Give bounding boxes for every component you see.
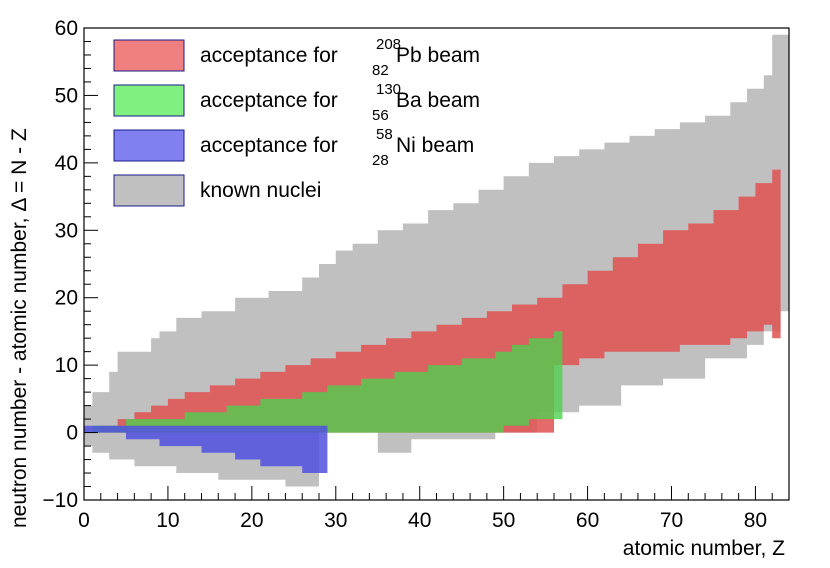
- legend-swatch-0: [113, 39, 185, 72]
- x-tick-label: 20: [240, 509, 263, 532]
- y-tick-label: 40: [55, 152, 78, 175]
- y-tick-label: −10: [42, 489, 78, 512]
- legend-mass-0: 208: [376, 36, 401, 53]
- legend-element-0: Pb beam: [396, 44, 480, 67]
- legend-element-2: Ni beam: [396, 134, 474, 157]
- y-tick-label: 20: [55, 287, 78, 310]
- y-tick-label: 10: [55, 354, 78, 377]
- x-tick-label: 10: [156, 509, 179, 532]
- x-tick-label: 0: [78, 509, 90, 532]
- series-layer: [84, 34, 789, 487]
- legend-charge-1: 56: [372, 107, 389, 124]
- legend-prefix-2: acceptance for: [200, 134, 344, 157]
- area-series-3: [84, 425, 328, 473]
- x-axis-label: atomic number, Z: [623, 537, 785, 560]
- legend-mass-2: 58: [376, 126, 393, 143]
- legend-label-3: known nuclei: [200, 179, 321, 202]
- x-tick-label: 80: [744, 509, 767, 532]
- y-tick-label: 50: [55, 84, 78, 107]
- x-tick-label: 60: [576, 509, 599, 532]
- area-series-0: [84, 34, 789, 487]
- legend-element-1: Ba beam: [396, 89, 480, 112]
- legend: acceptance for 208 82 Pb beam acceptance fo…: [113, 36, 480, 207]
- x-tick-label: 40: [408, 509, 431, 532]
- y-tick-label: 30: [55, 219, 78, 242]
- area-series-2: [92, 331, 563, 433]
- y-tick-label: 0: [66, 422, 78, 445]
- legend-swatch-2: [113, 129, 185, 162]
- legend-prefix-0: acceptance for: [200, 44, 344, 67]
- y-tick-label: 60: [55, 17, 78, 40]
- legend-charge-2: 28: [372, 152, 389, 169]
- x-tick-label: 30: [324, 509, 347, 532]
- x-tick-label: 50: [492, 509, 515, 532]
- x-tick-label: 70: [660, 509, 683, 532]
- legend-mass-1: 130: [376, 81, 401, 98]
- legend-prefix-1: acceptance for: [200, 89, 344, 112]
- legend-charge-0: 82: [372, 62, 389, 79]
- y-axis-label: neutron number - atomic number, Δ = N - …: [8, 128, 31, 528]
- legend-swatch-1: [113, 84, 185, 117]
- legend-swatch-3: [113, 174, 185, 207]
